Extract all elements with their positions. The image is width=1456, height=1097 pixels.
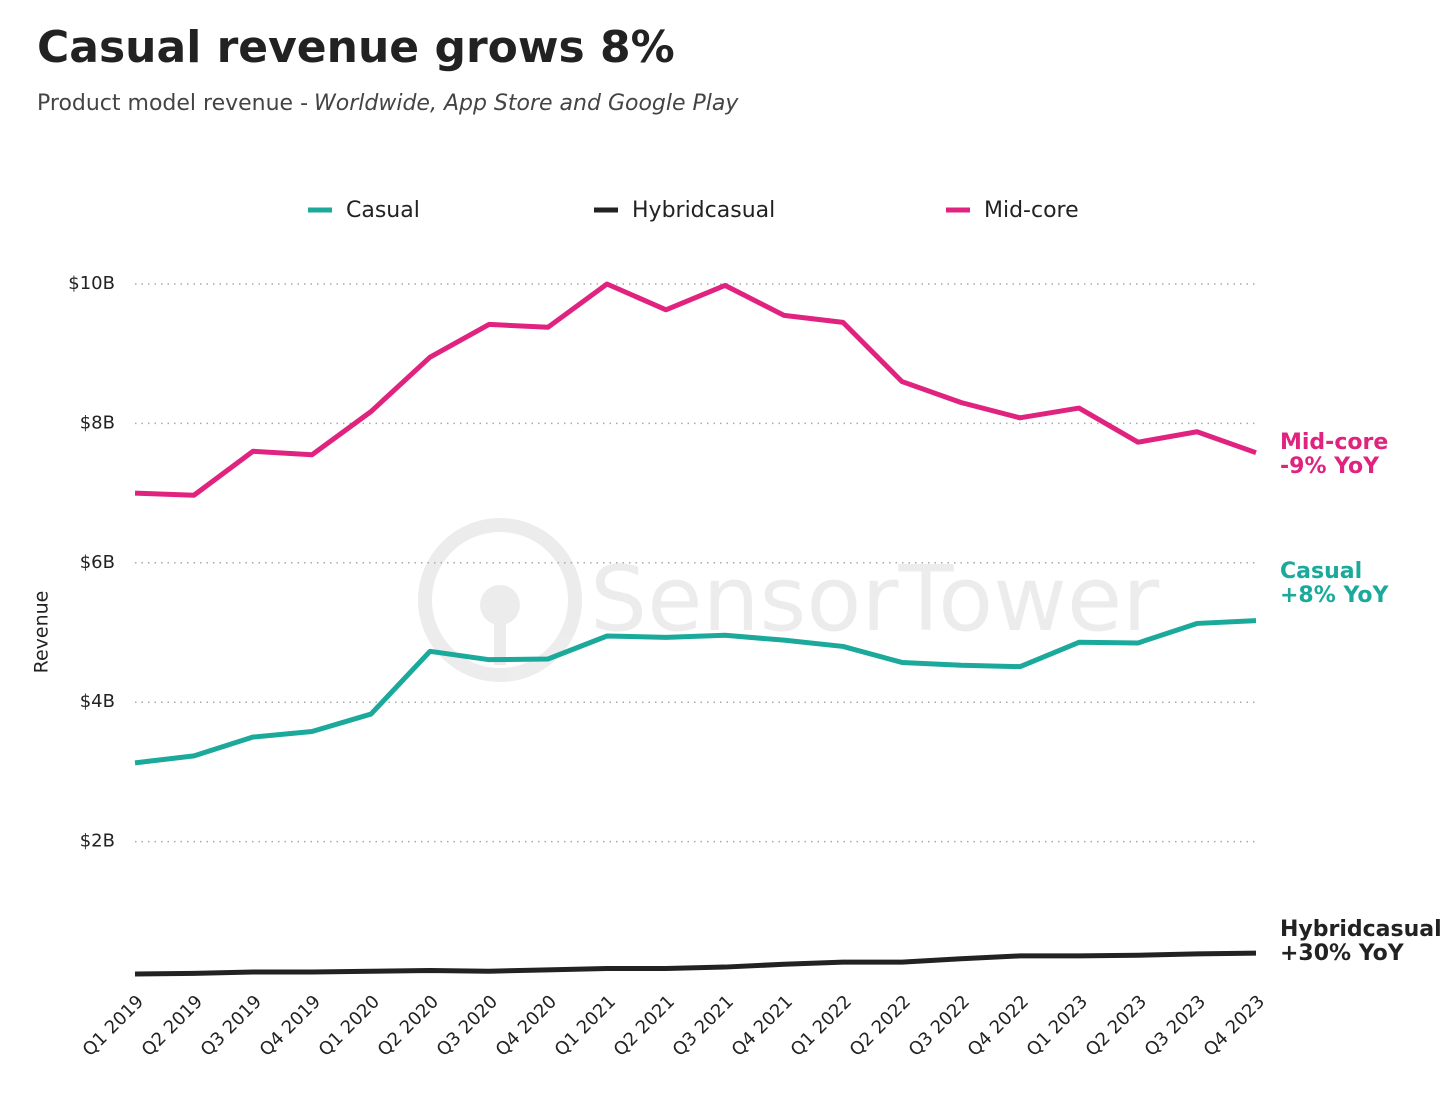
chart-title: Casual revenue grows 8% (37, 22, 675, 73)
chart-subtitle: Product model revenue - Worldwide, App St… (37, 91, 739, 116)
x-tick-label: Q1 2023 (1023, 991, 1092, 1060)
x-tick-label: Q4 2022 (964, 991, 1033, 1060)
y-tick-label: $4B (80, 691, 115, 712)
x-tick-label: Q1 2020 (315, 991, 384, 1060)
legend-label: Mid-core (984, 198, 1079, 223)
series-line (134, 281, 1257, 498)
end-label: -9% YoY (1280, 454, 1380, 479)
subtitle-text: Product model revenue - (37, 91, 308, 116)
legend-label: Hybridcasual (632, 198, 775, 223)
x-tick-label: Q2 2020 (374, 991, 443, 1060)
watermark-logo (418, 518, 582, 682)
x-tick-label: Q2 2019 (138, 991, 207, 1060)
end-label: Mid-core (1280, 430, 1388, 455)
y-axis-label: Revenue (31, 591, 53, 674)
end-label: +8% YoY (1280, 583, 1389, 608)
end-label: Hybridcasual (1280, 917, 1442, 942)
series-line (134, 618, 1257, 766)
x-tick-label: Q3 2022 (905, 991, 974, 1060)
end-label: +30% YoY (1280, 941, 1405, 966)
x-tick-label: Q4 2019 (256, 991, 325, 1060)
y-tick-label: $6B (80, 552, 115, 573)
y-tick-label: $8B (80, 412, 115, 433)
x-tick-label: Q4 2021 (728, 991, 797, 1060)
x-tick-label: Q2 2022 (846, 991, 915, 1060)
legend-label: Casual (346, 198, 420, 223)
x-tick-label: Q3 2020 (433, 991, 502, 1060)
x-tick-label: Q2 2021 (610, 991, 679, 1060)
x-tick-label: Q2 2023 (1082, 991, 1151, 1060)
x-tick-label: Q3 2021 (669, 991, 738, 1060)
series-line (134, 950, 1257, 977)
x-tick-label: Q4 2023 (1200, 991, 1269, 1060)
x-tick-label: Q3 2023 (1141, 991, 1210, 1060)
x-tick-label: Q1 2022 (787, 991, 856, 1060)
x-tick-label: Q4 2020 (492, 991, 561, 1060)
end-label: Casual (1280, 559, 1362, 584)
x-tick-label: Q1 2019 (79, 991, 148, 1060)
x-tick-label: Q1 2021 (551, 991, 620, 1060)
y-tick-label: $10B (68, 273, 115, 294)
y-tick-label: $2B (80, 831, 115, 852)
subtitle-italic: Worldwide, App Store and Google Play (314, 91, 739, 116)
x-tick-label: Q3 2019 (197, 991, 266, 1060)
